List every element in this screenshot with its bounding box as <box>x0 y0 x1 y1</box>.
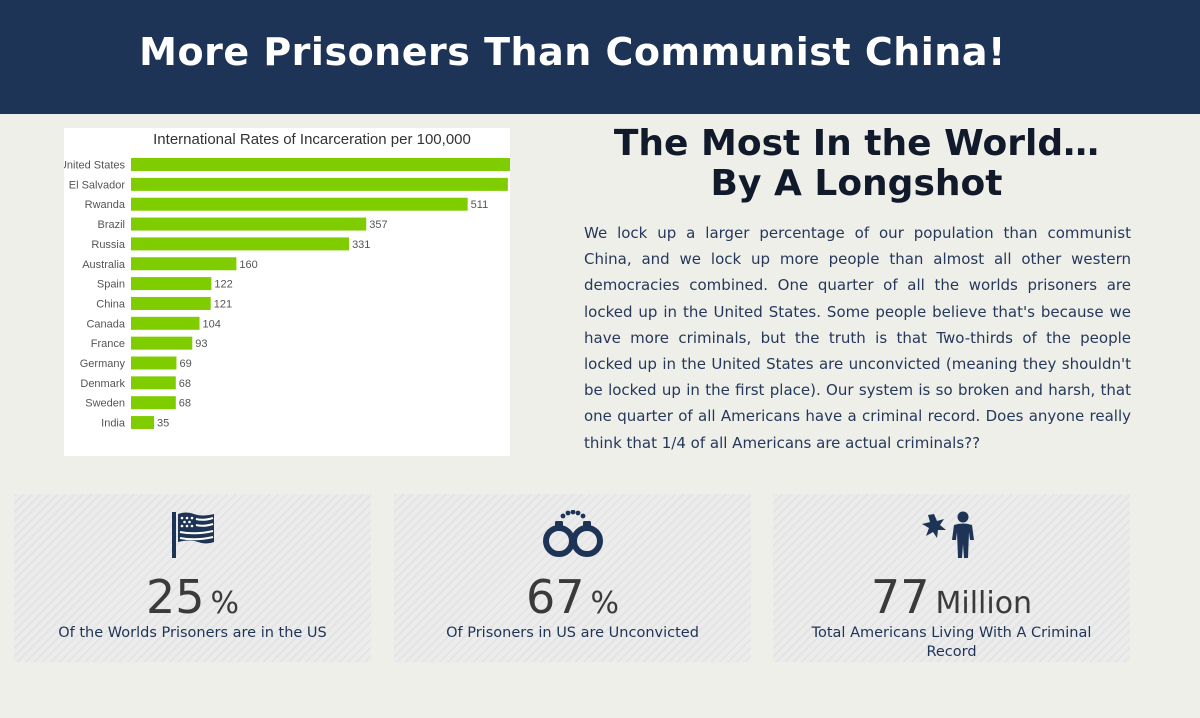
bar <box>131 376 176 390</box>
bar <box>131 197 468 211</box>
bar <box>131 416 155 430</box>
headline: The Most In the World… By A Longshot <box>580 124 1133 204</box>
bar <box>131 316 200 330</box>
bar <box>131 396 176 410</box>
bar <box>131 336 193 350</box>
category-label: Russia <box>91 239 126 251</box>
category-label: United States <box>64 160 125 172</box>
category-label: Denmark <box>80 378 125 390</box>
stat-value: 77 <box>870 570 930 624</box>
bar <box>131 158 510 171</box>
category-label: China <box>96 298 126 310</box>
data-label: 68 <box>179 378 191 390</box>
chart-svg: International Rates of Incarceration per… <box>64 131 510 430</box>
data-label: 35 <box>157 418 169 430</box>
chart-title: International Rates of Incarceration per… <box>153 131 471 148</box>
stat-caption: Of the Worlds Prisoners are in the US <box>58 625 327 641</box>
data-label: 104 <box>203 318 221 330</box>
category-label: Canada <box>86 318 125 330</box>
stat-unit: Million <box>935 586 1033 621</box>
category-label: Sweden <box>85 398 125 410</box>
data-label: 121 <box>214 298 232 310</box>
stat-value: 67 <box>525 570 585 624</box>
category-label: Spain <box>97 279 125 291</box>
bar <box>131 356 177 370</box>
category-label: Rwanda <box>85 199 126 211</box>
bar <box>131 257 237 271</box>
stat-value: 25 <box>145 570 205 624</box>
data-label: 160 <box>239 259 257 271</box>
data-label: 122 <box>214 279 232 291</box>
bar <box>131 277 212 291</box>
incarceration-chart: International Rates of Incarceration per… <box>64 128 510 456</box>
stat-card-criminal-record: 77 Million Total Americans Living With A … <box>773 494 1130 662</box>
bar <box>131 296 211 310</box>
category-label: India <box>101 418 126 430</box>
flag-icon <box>171 512 214 558</box>
bar <box>131 237 350 251</box>
body-paragraph: We lock up a larger percentage of our po… <box>584 224 1131 452</box>
stat-card-prisoners-share: 25% Of the Worlds Prisoners are in the U… <box>14 494 371 662</box>
category-label: France <box>91 338 125 350</box>
data-label: 331 <box>352 239 370 251</box>
headline-line-2: By A Longshot <box>710 163 1003 204</box>
stat-caption: Total Americans Living With A Criminal R… <box>811 625 1092 660</box>
category-label: Germany <box>80 358 126 370</box>
top-banner: More Prisoners Than Communist China! <box>0 0 1200 114</box>
data-label: 357 <box>369 219 387 231</box>
criminal-person-icon <box>921 511 974 558</box>
stat-card-unconvicted: 67% Of Prisoners in US are Unconvicted <box>394 494 751 662</box>
data-label: 511 <box>471 199 489 211</box>
data-label: 68 <box>179 398 191 410</box>
stat-unit: % <box>210 586 240 621</box>
handcuffs-icon <box>542 510 603 557</box>
category-label: Australia <box>82 259 126 271</box>
data-label: 93 <box>195 338 207 350</box>
headline-line-1: The Most In the World… <box>613 123 1100 164</box>
category-label: Brazil <box>97 219 125 231</box>
bar <box>131 177 508 191</box>
stat-caption: Of Prisoners in US are Unconvicted <box>446 625 699 641</box>
category-label: El Salvador <box>69 179 126 191</box>
bar <box>131 217 367 231</box>
page-title: More Prisoners Than Communist China! <box>139 30 1006 74</box>
data-label: 69 <box>179 358 191 370</box>
stat-unit: % <box>590 586 620 621</box>
